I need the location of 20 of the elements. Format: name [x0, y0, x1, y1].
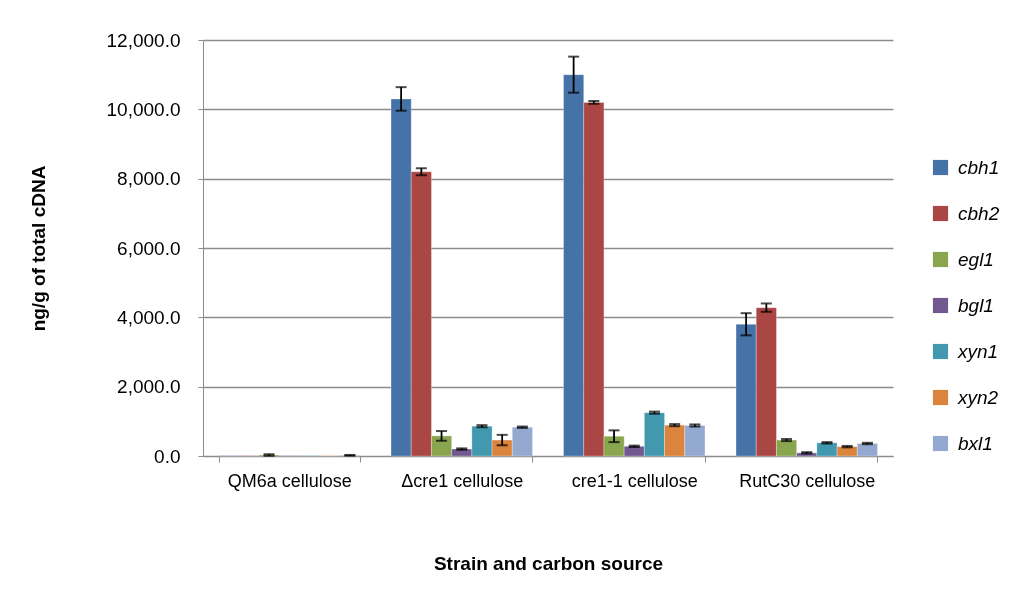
- y-tick-label: 8,000.0: [117, 168, 181, 190]
- y-tick-label: 2,000.0: [117, 376, 181, 398]
- x-tick-label: Δcre1 cellulose: [401, 470, 524, 491]
- legend-label: cbh2: [958, 202, 1000, 224]
- x-tick-label: RutC30 cellulose: [739, 470, 876, 491]
- legend-label: cbh1: [958, 156, 1000, 178]
- x-tick-label: cre1-1 cellulose: [571, 470, 698, 491]
- y-axis-title: ng/g of total cDNA: [27, 165, 49, 332]
- y-tick-label: 6,000.0: [117, 237, 181, 259]
- y-tick-label: 0.0: [154, 445, 181, 467]
- legend-label: bgl1: [958, 294, 994, 316]
- legend-label: bxl1: [958, 432, 993, 454]
- y-tick-label: 4,000.0: [117, 306, 181, 328]
- y-tick-label: 10,000.0: [106, 98, 181, 120]
- y-tick-label: 12,000.0: [106, 29, 181, 51]
- legend-label: xyn1: [957, 340, 999, 362]
- x-axis-title: Strain and carbon source: [433, 552, 664, 574]
- legend-label: xyn2: [957, 386, 999, 408]
- x-tick-label: QM6a cellulose: [227, 470, 352, 491]
- legend-label: egl1: [958, 248, 994, 270]
